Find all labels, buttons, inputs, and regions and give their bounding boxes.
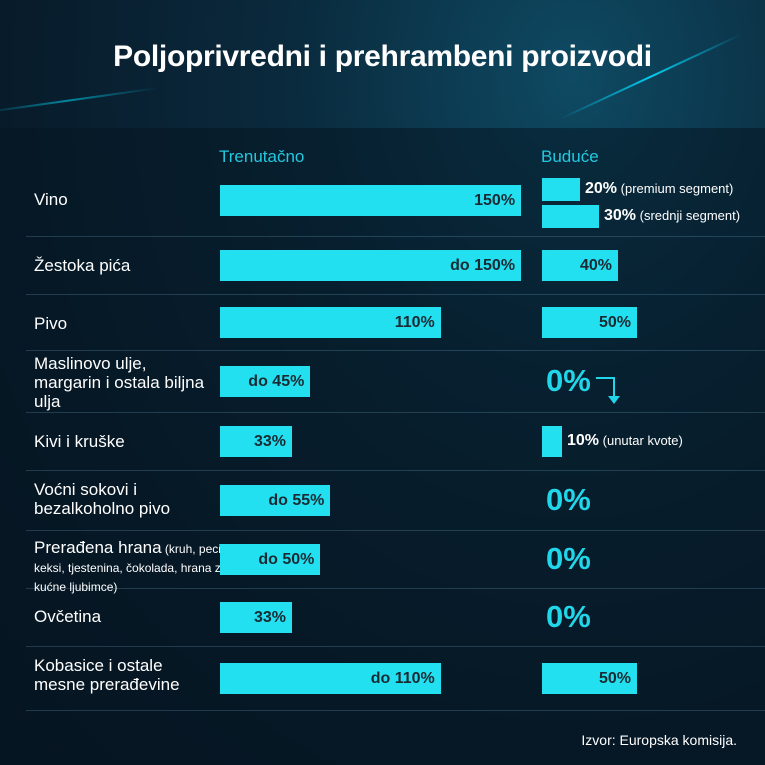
row-separator	[26, 412, 765, 471]
current-bar	[220, 543, 321, 575]
row-separator	[26, 470, 765, 531]
category-label: Žestoka pića	[34, 256, 214, 275]
current-bar-value: do 50%	[258, 550, 315, 568]
future-bar-value: 50%	[598, 313, 631, 331]
row-separator	[26, 530, 765, 589]
future-zero-value: 0%	[546, 363, 591, 398]
future-bar-value: 30% (srednji segment)	[604, 207, 740, 225]
current-bar-value: 150%	[474, 191, 516, 209]
future-value-text: 30%	[604, 207, 637, 224]
future-bar	[542, 178, 580, 201]
category-label: Maslinovo ulje, margarin i ostala biljna…	[34, 354, 214, 411]
row-separator	[26, 294, 765, 351]
current-bar-value: do 150%	[450, 256, 516, 274]
category-label-text: Prerađena hrana	[34, 538, 162, 557]
current-bar	[220, 425, 292, 457]
future-bar-value: 50%	[598, 669, 631, 687]
category-label: Prerađena hrana (kruh, peciva, keksi, tj…	[34, 538, 244, 595]
row-separator	[26, 588, 765, 647]
current-bar	[220, 249, 522, 281]
chart-title: Poljoprivredni i prehrambeni proizvodi	[113, 40, 652, 73]
future-zero-value: 0%	[546, 482, 591, 517]
category-label-text: Kobasice i ostale mesne prerađevine	[34, 656, 180, 694]
future-zero-value: 0%	[546, 599, 591, 634]
future-bar-value: 10% (unutar kvote)	[567, 432, 683, 450]
future-value-note: (premium segment)	[617, 181, 734, 196]
chart-panel	[0, 128, 765, 765]
future-bar	[542, 662, 637, 694]
current-bar	[220, 662, 441, 694]
current-bar-value: 33%	[253, 432, 286, 450]
future-zero-value: 0%	[546, 541, 591, 576]
future-value-note: (srednji segment)	[636, 208, 741, 223]
future-bar-value: 40%	[579, 256, 612, 274]
future-bar	[542, 249, 618, 281]
category-label-text: Žestoka pića	[34, 256, 131, 275]
row-separator	[26, 236, 765, 295]
category-label: Pivo	[34, 314, 214, 333]
current-bar-value: do 45%	[248, 372, 305, 390]
current-bar-value: 110%	[394, 313, 435, 331]
category-label: Ovčetina	[34, 607, 214, 626]
future-value-note: (unutar kvote)	[599, 432, 683, 448]
category-label: Voćni sokovi i bezalkoholno pivo	[34, 480, 214, 518]
future-value-text: 20%	[585, 180, 618, 197]
future-bar	[542, 425, 562, 457]
source-note: Izvor: Europska komisija.	[581, 732, 737, 748]
row-separator	[26, 170, 765, 237]
arrow-down-icon	[596, 377, 620, 404]
category-label: Kobasice i ostale mesne prerađevine	[34, 656, 214, 694]
row-separator	[26, 646, 765, 711]
category-label-text: Pivo	[34, 314, 68, 333]
category-label-text: Voćni sokovi i bezalkoholno pivo	[34, 480, 171, 518]
current-bar	[220, 484, 331, 516]
current-bar-value: do 55%	[268, 491, 325, 509]
future-bar	[542, 306, 637, 338]
current-bar	[220, 601, 292, 633]
category-label: Kivi i kruške	[34, 432, 214, 451]
category-label-text: Kivi i kruške	[34, 432, 125, 451]
column-header-future: Buduće	[541, 147, 599, 166]
category-label-note: (kruh, peciva, keksi, tjestenina, čokola…	[34, 542, 237, 594]
current-bar-value: 33%	[253, 608, 286, 626]
future-value-text: 10%	[567, 431, 600, 449]
row-separator	[26, 350, 765, 413]
current-bar-value: do 110%	[370, 669, 435, 687]
decorative-streak	[0, 86, 159, 114]
current-bar	[220, 306, 441, 338]
category-label-text: Vino	[34, 190, 68, 209]
current-bar	[220, 365, 311, 397]
category-label-text: Maslinovo ulje, margarin i ostala biljna…	[34, 354, 205, 411]
category-label-text: Ovčetina	[34, 607, 102, 626]
future-bar	[542, 205, 599, 228]
category-label: Vino	[34, 190, 214, 209]
current-bar	[220, 184, 522, 216]
future-bar-value: 20% (premium segment)	[585, 180, 733, 198]
column-header-current: Trenutačno	[219, 147, 305, 166]
